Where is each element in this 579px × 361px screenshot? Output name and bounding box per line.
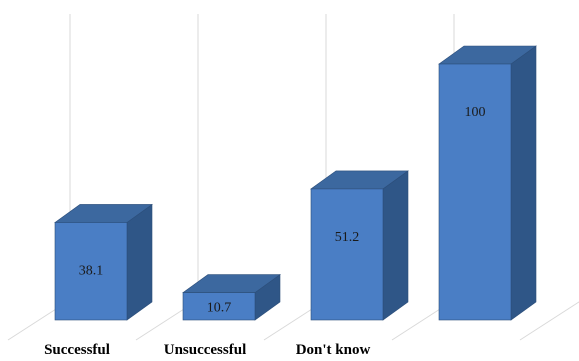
bar-side-face — [510, 45, 537, 321]
category-label: Unsuccessful — [164, 342, 247, 358]
data-label: 100 — [465, 105, 486, 120]
bar-front-face — [438, 63, 512, 321]
category-label: Successful — [44, 342, 110, 358]
bar-front-face — [182, 292, 256, 321]
bars — [54, 45, 537, 321]
bar — [438, 45, 537, 321]
bar — [54, 203, 153, 321]
bar-front-face — [310, 188, 384, 321]
data-label: 38.1 — [79, 263, 104, 278]
gridline-floor — [519, 301, 579, 341]
bar — [310, 170, 409, 321]
category-labels: Successful Unsuccessful Don't know — [44, 342, 370, 358]
data-label: 10.7 — [207, 300, 232, 315]
data-labels: 38.1 10.7 51.2 100 — [79, 105, 486, 315]
category-label: Don't know — [296, 342, 371, 358]
bar-side-face — [382, 170, 409, 321]
bar-side-face — [126, 203, 153, 321]
bar-front-face — [54, 222, 128, 321]
bar — [182, 274, 281, 321]
data-label: 51.2 — [335, 230, 360, 245]
